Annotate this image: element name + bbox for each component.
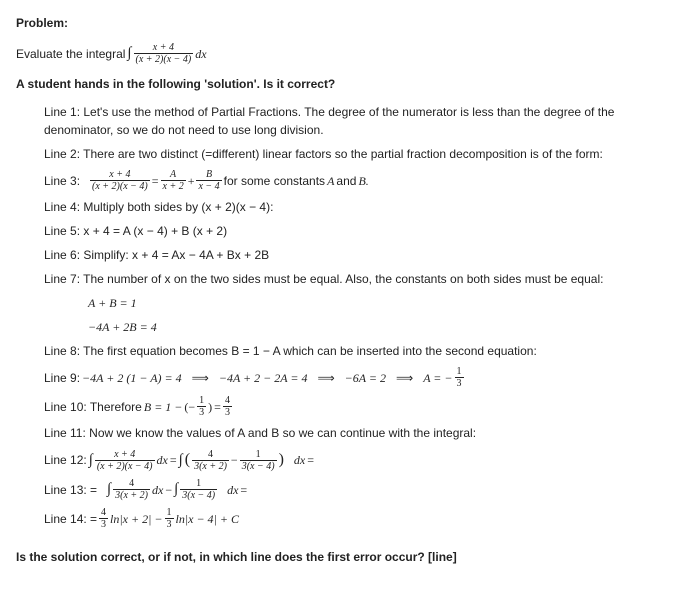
l12-int1: ∫: [89, 449, 93, 472]
l10-f2d: 3: [223, 407, 232, 418]
l9-fd: 3: [455, 378, 464, 389]
l13-f1d: 3(x + 2): [113, 490, 150, 501]
evaluate-text: Evaluate the integral: [16, 45, 125, 63]
l9-p1: −4A + 2 (1 − A) = 4: [82, 369, 182, 387]
line-13: Line 13: = ∫ 43(x + 2) dx − ∫ 13(x − 4) …: [44, 478, 684, 501]
l12-dx2: dx: [294, 451, 305, 469]
integral-frac: x + 4 (x + 2)(x − 4): [134, 42, 194, 65]
l12-f2d: 3(x − 4): [240, 461, 277, 472]
l3-and: and: [336, 172, 356, 190]
l9-a2: ⟹: [309, 369, 342, 387]
l12-rpar: ): [279, 448, 284, 472]
l10-rp: ): [208, 398, 212, 416]
problem-label: Problem:: [16, 14, 684, 32]
line-5: Line 5: x + 4 = A (x − 4) + B (x + 2): [44, 222, 684, 240]
l13-minus: −: [165, 481, 172, 499]
evaluate-row: Evaluate the integral ∫ x + 4 (x + 2)(x …: [16, 42, 684, 65]
integral-den: (x + 2)(x − 4): [134, 54, 194, 65]
line-2: Line 2: There are two distinct (=differe…: [44, 145, 684, 163]
l14-c1d: 3: [99, 519, 108, 530]
l10-b: B = 1 −: [144, 398, 183, 416]
l3-lhs-den: (x + 2)(x − 4): [90, 181, 150, 192]
l13-eq: =: [240, 481, 247, 499]
l14-ln1: ln|x + 2| −: [110, 510, 162, 528]
l10-f2n: 4: [223, 395, 232, 407]
line6-text: Line 6: Simplify: x + 4 = Ax − 4A + Bx +…: [44, 248, 269, 262]
eqB-text: −4A + 2B = 4: [88, 320, 157, 334]
l9-a1: ⟹: [184, 369, 217, 387]
l14-label: Line 14: =: [44, 510, 97, 528]
line-8: Line 8: The first equation becomes B = 1…: [44, 342, 684, 360]
line3-label: Line 3:: [44, 172, 80, 190]
l12-eq: =: [170, 451, 177, 469]
line-12: Line 12: ∫ x + 4(x + 2)(x − 4) dx = ∫ ( …: [44, 448, 684, 472]
student-heading: A student hands in the following 'soluti…: [16, 75, 684, 93]
l9-a3: ⟹: [388, 369, 421, 387]
l12-dx1: dx: [157, 451, 168, 469]
l13-label: Line 13: =: [44, 481, 97, 499]
l12-lpar: (: [185, 448, 190, 472]
eq-B: −4A + 2B = 4: [88, 318, 684, 336]
l12-f1d: 3(x + 2): [192, 461, 229, 472]
l10-lp: (−: [184, 398, 195, 416]
l13-dx2: dx: [227, 481, 238, 499]
line-1: Line 1: Let's use the method of Partial …: [44, 103, 684, 139]
l13-int2: ∫: [174, 478, 178, 501]
l3-eq: =: [152, 172, 159, 190]
l12-lhsn: x + 4: [95, 449, 155, 461]
l12-eq2: =: [307, 451, 314, 469]
l13-f2d: 3(x − 4): [180, 490, 217, 501]
l12-int2: ∫: [179, 449, 183, 472]
l13-int1: ∫: [107, 478, 111, 501]
line-9: Line 9: −4A + 2 (1 − A) = 4 ⟹ −4A + 2 − …: [44, 366, 684, 389]
line-11: Line 11: Now we know the values of A and…: [44, 424, 684, 442]
l10-label: Line 10: Therefore: [44, 398, 142, 416]
l14-c1n: 4: [99, 507, 108, 519]
l3-f1d: x + 2: [161, 181, 186, 192]
line-14: Line 14: = 43 ln|x + 2| − 13 ln|x − 4| +…: [44, 507, 684, 530]
l14-c2d: 3: [165, 519, 174, 530]
l13-f1n: 4: [113, 478, 150, 490]
line-4: Line 4: Multiply both sides by (x + 2)(x…: [44, 198, 684, 216]
l9-p3: −6A = 2: [345, 369, 386, 387]
l13-dx1: dx: [152, 481, 163, 499]
l10-f1d: 3: [197, 407, 206, 418]
l12-f1n: 4: [192, 449, 229, 461]
l14-ln2: ln|x − 4| + C: [176, 510, 239, 528]
l9-p2: −4A + 2 − 2A = 4: [219, 369, 308, 387]
final-question: Is the solution correct, or if not, in w…: [16, 548, 684, 566]
l12-lhsd: (x + 2)(x − 4): [95, 461, 155, 472]
line5-text: Line 5: x + 4 = A (x − 4) + B (x + 2): [44, 224, 227, 238]
l9-label: Line 9:: [44, 369, 80, 387]
l3-f2n: B: [196, 169, 221, 181]
l9-fn: 1: [455, 366, 464, 378]
l12-f2n: 1: [240, 449, 277, 461]
l3-lhs-num: x + 4: [90, 169, 150, 181]
line-6: Line 6: Simplify: x + 4 = Ax − 4A + Bx +…: [44, 246, 684, 264]
integral-sign: ∫: [127, 42, 131, 65]
line-10: Line 10: Therefore B = 1 − (− 13 ) = 43: [44, 395, 684, 418]
line4-text: Line 4: Multiply both sides by (x + 2)(x…: [44, 200, 273, 214]
integral-dx: dx: [195, 45, 206, 63]
eq-A: A + B = 1: [88, 294, 684, 312]
l14-c2n: 1: [165, 507, 174, 519]
eqA-text: A + B = 1: [88, 296, 137, 310]
l12-label: Line 12:: [44, 451, 87, 469]
l12-minus: −: [231, 451, 238, 469]
l10-eq: =: [214, 398, 221, 416]
l13-f2n: 1: [180, 478, 217, 490]
integral-num: x + 4: [134, 42, 194, 54]
l3-A: A: [327, 172, 334, 190]
l3-tail: for some constants: [224, 172, 325, 190]
line-3: Line 3: x + 4(x + 2)(x − 4) = Ax + 2 + B…: [44, 169, 684, 192]
l10-f1n: 1: [197, 395, 206, 407]
l3-plus: +: [188, 172, 195, 190]
l9-p4a: A = −: [423, 369, 452, 387]
line-7: Line 7: The number of x on the two sides…: [44, 270, 684, 288]
l3-f2d: x − 4: [196, 181, 221, 192]
l3-B: B.: [358, 172, 368, 190]
l3-f1n: A: [161, 169, 186, 181]
